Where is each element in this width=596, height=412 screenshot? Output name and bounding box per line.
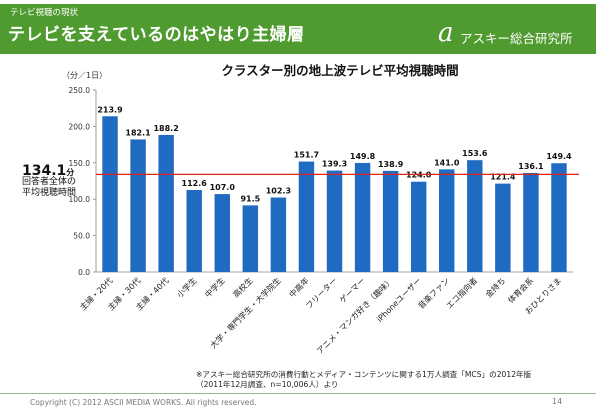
bar-value-label: 213.9 xyxy=(97,105,123,114)
average-unit: 分 xyxy=(66,168,75,178)
bar xyxy=(298,161,315,272)
bar-value-label: 136.1 xyxy=(518,162,544,171)
bar xyxy=(551,163,567,272)
bar xyxy=(102,116,118,273)
bar-value-label: 139.3 xyxy=(322,160,347,169)
y-tick-label: 250.0 xyxy=(69,86,91,95)
bar xyxy=(270,197,287,272)
average-value: 134.1分 xyxy=(22,163,74,179)
company-logo: a アスキー総合研究所 xyxy=(438,18,588,50)
average-label-line2: 平均視聴時間 xyxy=(22,188,77,199)
y-tick-label: 50.0 xyxy=(73,232,90,241)
bar xyxy=(523,172,539,272)
source-note-line1: ※アスキー総合研究所の消費行動とメディア・コンテンツに関する1万人調査「MCS」… xyxy=(196,370,532,379)
bar-value-label: 149.4 xyxy=(546,152,572,161)
y-tick-label: 150.0 xyxy=(69,159,91,168)
category-label: 高校生 xyxy=(231,275,255,299)
bar xyxy=(130,139,146,272)
average-label: 回答者全体の 平均視聴時間 xyxy=(22,177,76,199)
header-banner: テレビ視聴の現状 テレビを支えているのはやはり主婦層 a アスキー総合研究所 xyxy=(0,0,596,57)
category-label: 中高年 xyxy=(287,275,311,299)
source-note-line2: （2011年12月調査、n=10,006人）より xyxy=(196,380,339,389)
y-tick-label: 100.0 xyxy=(69,195,91,204)
source-note: ※アスキー総合研究所の消費行動とメディア・コンテンツに関する1万人調査「MCS」… xyxy=(196,370,531,390)
category-label: ゲーマー xyxy=(337,275,367,305)
header-strip xyxy=(0,4,596,54)
bar-value-label: 188.2 xyxy=(153,124,178,133)
logo-text: アスキー総合研究所 xyxy=(460,31,573,46)
bar-value-label: 107.0 xyxy=(210,183,236,192)
category-label: 金持ち xyxy=(483,275,507,299)
bar xyxy=(382,170,399,272)
bar-value-label: 151.7 xyxy=(294,151,319,160)
y-axis-unit: （分／1日） xyxy=(62,71,107,80)
bar-value-label: 121.4 xyxy=(490,173,516,182)
category-label: 中学生 xyxy=(203,275,227,299)
bar-value-label: 138.9 xyxy=(378,160,404,169)
bar-value-label: 149.8 xyxy=(350,152,376,161)
bar-value-label: 112.6 xyxy=(182,179,208,188)
copyright: Copyright (C) 2012 ASCII MEDIA WORKS. Al… xyxy=(30,398,257,407)
bar xyxy=(495,183,511,272)
average-label-line1: 回答者全体の xyxy=(22,177,77,188)
section-label: テレビ視聴の現状 xyxy=(10,8,79,18)
bar xyxy=(439,169,455,272)
chart-title: クラスター別の地上波テレビ平均視聴時間 xyxy=(221,63,458,78)
bar-value-label: 102.3 xyxy=(266,187,291,196)
bar-value-label: 124.0 xyxy=(406,171,432,180)
bar-value-label: 141.0 xyxy=(434,158,460,167)
category-label: 体育会系 xyxy=(506,275,536,305)
bar xyxy=(410,181,427,272)
bar-value-label: 91.5 xyxy=(240,194,260,203)
bar-value-label: 182.1 xyxy=(125,128,151,137)
logo-mark: a xyxy=(438,18,454,48)
average-number: 134.1 xyxy=(22,163,67,180)
bar-value-label: 153.6 xyxy=(462,149,488,158)
bar-chart: クラスター別の地上波テレビ平均視聴時間 （分／1日） 0.0 50.0 100.0 1… xyxy=(62,63,579,356)
footer-divider xyxy=(0,393,596,394)
y-tick-label: 0.0 xyxy=(78,268,90,277)
bar xyxy=(326,170,343,272)
bar xyxy=(214,194,230,272)
category-label: 小学生 xyxy=(175,275,199,299)
bar xyxy=(158,134,174,272)
bar xyxy=(354,162,371,272)
slide-title: テレビを支えているのはやはり主婦層 xyxy=(8,25,305,45)
bar xyxy=(467,160,483,272)
bar xyxy=(242,205,259,272)
chart-area: クラスター別の地上波テレビ平均視聴時間 （分／1日） 0.0 50.0 100.0 1… xyxy=(0,57,596,387)
y-tick-label: 200.0 xyxy=(69,122,91,131)
bar xyxy=(186,190,202,272)
page-number: 14 xyxy=(552,397,563,406)
